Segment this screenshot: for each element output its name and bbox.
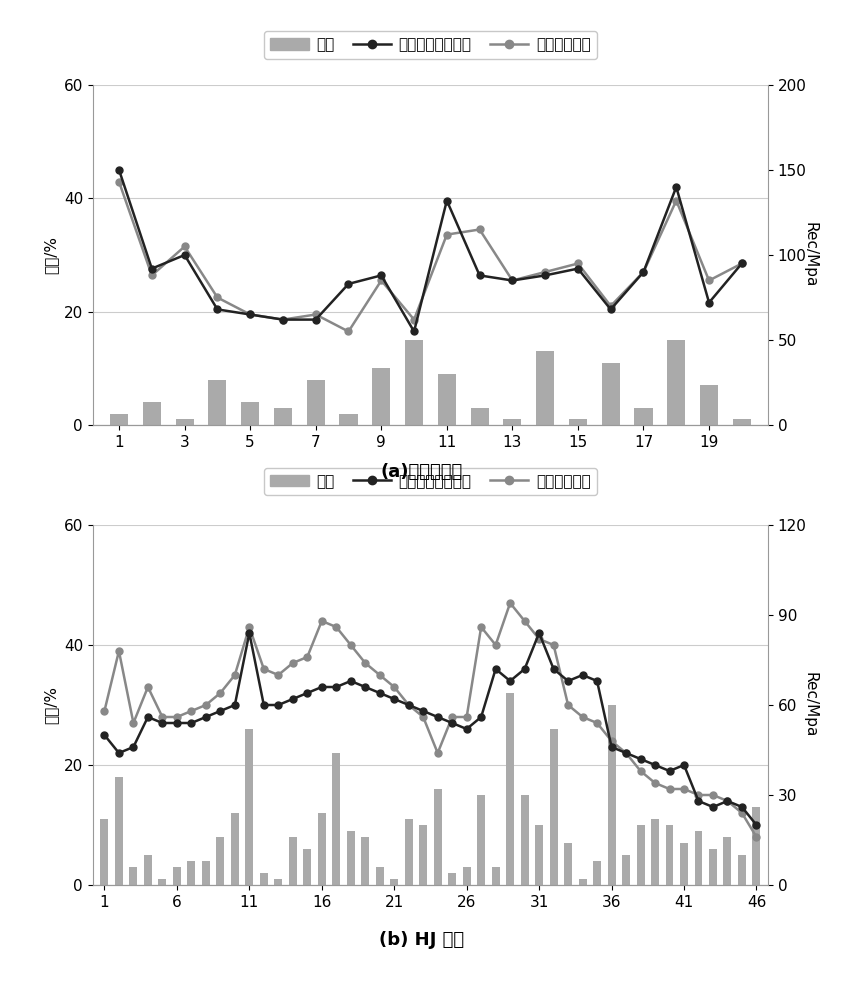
- Bar: [216, 837, 225, 885]
- Bar: [144, 855, 152, 885]
- Bar: [372, 368, 390, 425]
- Bar: [115, 777, 123, 885]
- Text: (a)东北某工程: (a)东北某工程: [381, 463, 463, 481]
- Bar: [187, 861, 195, 885]
- Bar: [680, 843, 688, 885]
- Bar: [602, 363, 619, 425]
- Bar: [593, 861, 601, 885]
- Bar: [448, 873, 456, 885]
- Y-axis label: 误差/%: 误差/%: [43, 686, 58, 724]
- Bar: [535, 825, 543, 885]
- Bar: [361, 837, 369, 885]
- Bar: [289, 837, 297, 885]
- Bar: [339, 414, 358, 425]
- Bar: [651, 819, 659, 885]
- Text: (b) HJ 工程: (b) HJ 工程: [380, 931, 464, 949]
- Bar: [347, 831, 354, 885]
- Bar: [700, 385, 718, 425]
- Bar: [503, 419, 522, 425]
- Bar: [303, 849, 311, 885]
- Bar: [492, 867, 500, 885]
- Bar: [695, 831, 702, 885]
- Bar: [208, 380, 226, 425]
- Bar: [274, 879, 282, 885]
- Bar: [564, 843, 572, 885]
- Y-axis label: Rec/Mpa: Rec/Mpa: [803, 672, 818, 738]
- Bar: [110, 414, 128, 425]
- Legend: 误差, 经验公式计算结果, 模型估算结果: 误差, 经验公式计算结果, 模型估算结果: [264, 31, 597, 59]
- Legend: 误差, 经验公式计算结果, 模型估算结果: 误差, 经验公式计算结果, 模型估算结果: [264, 468, 597, 495]
- Bar: [246, 729, 253, 885]
- Bar: [622, 855, 630, 885]
- Bar: [471, 408, 489, 425]
- Bar: [306, 380, 325, 425]
- Bar: [100, 819, 108, 885]
- Bar: [333, 753, 340, 885]
- Bar: [636, 825, 645, 885]
- Bar: [521, 795, 528, 885]
- Bar: [753, 807, 760, 885]
- Bar: [549, 729, 558, 885]
- Bar: [129, 867, 138, 885]
- Bar: [274, 408, 292, 425]
- Bar: [231, 813, 239, 885]
- Bar: [173, 867, 181, 885]
- Bar: [405, 340, 423, 425]
- Bar: [477, 795, 485, 885]
- Bar: [159, 879, 166, 885]
- Bar: [608, 705, 615, 885]
- Bar: [569, 419, 587, 425]
- Bar: [536, 351, 555, 425]
- Bar: [176, 419, 193, 425]
- Bar: [709, 849, 717, 885]
- Bar: [666, 825, 674, 885]
- Bar: [419, 825, 427, 885]
- Bar: [506, 693, 514, 885]
- Bar: [434, 789, 441, 885]
- Y-axis label: 误差/%: 误差/%: [43, 236, 58, 274]
- Bar: [260, 873, 268, 885]
- Bar: [143, 402, 161, 425]
- Bar: [390, 879, 398, 885]
- Bar: [202, 861, 210, 885]
- Bar: [463, 867, 471, 885]
- Bar: [635, 408, 652, 425]
- Bar: [733, 419, 751, 425]
- Bar: [376, 867, 384, 885]
- Bar: [668, 340, 685, 425]
- Bar: [723, 837, 732, 885]
- Bar: [738, 855, 746, 885]
- Bar: [405, 819, 413, 885]
- Bar: [438, 374, 456, 425]
- Bar: [241, 402, 259, 425]
- Bar: [579, 879, 587, 885]
- Y-axis label: Rec/Mpa: Rec/Mpa: [803, 222, 818, 288]
- Bar: [318, 813, 326, 885]
